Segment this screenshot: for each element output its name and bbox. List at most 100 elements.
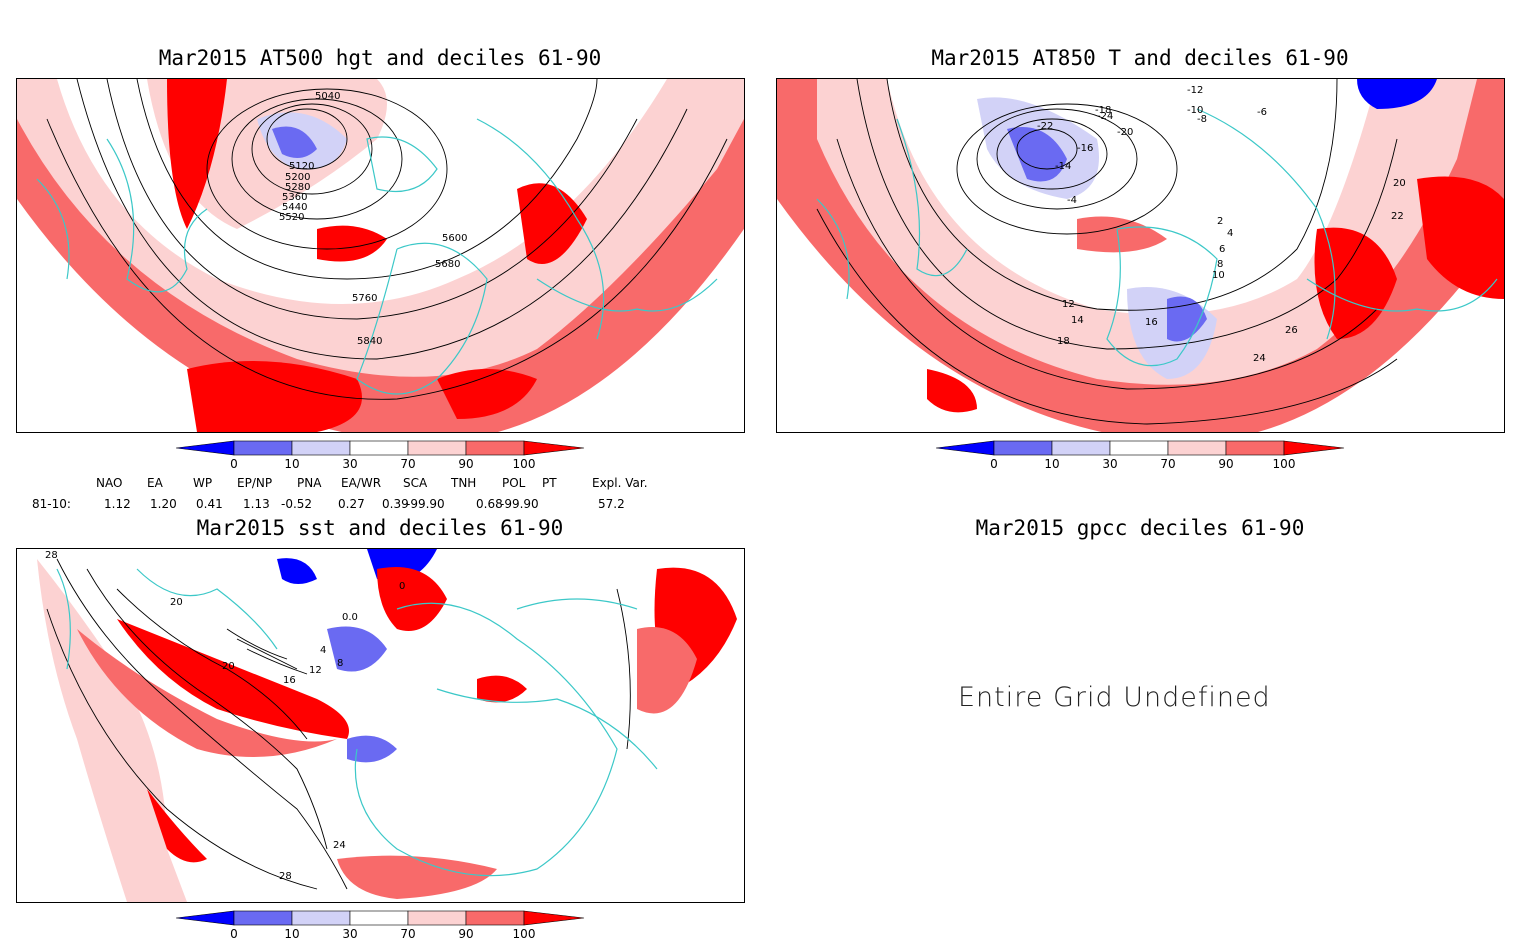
hgt-contour-label: 5360 xyxy=(282,192,307,203)
index-value-sca: 0.39 xyxy=(382,497,409,511)
sst-contour-label: 0 xyxy=(399,581,405,592)
t850-contour-label: 12 xyxy=(1062,299,1075,310)
colorbar-swatches xyxy=(935,440,1345,456)
t850-contour-label: 24 xyxy=(1253,353,1266,364)
index-header-explvar: Expl. Var. xyxy=(592,476,648,490)
colorbar-label: 10 xyxy=(284,457,300,471)
colorbar-label: 70 xyxy=(1160,457,1176,471)
sst-contour-label: 12 xyxy=(309,665,322,676)
index-value-pna: -0.52 xyxy=(281,497,313,511)
hgt-map-panel: 5040 5120 5200 5280 5360 5440 5520 5600 … xyxy=(16,78,745,433)
hgt-contour-label: 5200 xyxy=(285,172,310,183)
colorbar-swatch xyxy=(935,440,995,456)
t850-map-panel: -22 -18 -24 -20 -16 -14 -12 -10 -8 -6 -4… xyxy=(776,78,1505,433)
hgt-contour-label: 5840 xyxy=(357,336,382,347)
t850-contour-label: 8 xyxy=(1217,259,1223,270)
t850-contour-label: 20 xyxy=(1393,178,1406,189)
colorbar-swatch xyxy=(1167,440,1227,456)
sst-contour-label: 16 xyxy=(283,675,296,686)
index-header-pt: PT xyxy=(542,476,557,490)
colorbar-label: 70 xyxy=(400,457,416,471)
colorbar-label: 0 xyxy=(990,457,998,471)
t850-contour-label: -20 xyxy=(1117,127,1133,138)
t850-contour-label: -12 xyxy=(1187,85,1203,96)
sst-contour-label: 28 xyxy=(279,871,292,882)
colorbar-label: 90 xyxy=(1218,457,1234,471)
colorbar-label: 10 xyxy=(284,927,300,941)
colorbar-label: 100 xyxy=(512,927,536,941)
colorbar-swatch xyxy=(291,910,351,926)
t850-contour-label: 26 xyxy=(1285,325,1298,336)
colorbar-swatch xyxy=(175,440,235,456)
colorbar-label: 10 xyxy=(1044,457,1060,471)
hgt-map: 5040 5120 5200 5280 5360 5440 5520 5600 … xyxy=(17,79,744,432)
hgt-colorbar: 0 10 30 70 90 100 xyxy=(175,439,586,473)
index-value-pol: 0.68 xyxy=(476,497,503,511)
t850-contour-label: 6 xyxy=(1219,244,1225,255)
colorbar-swatch xyxy=(349,440,409,456)
index-header-tnh: TNH xyxy=(451,476,477,490)
sst-panel-title: Mar2015 sst and deciles 61-90 xyxy=(196,516,564,540)
colorbar-label: 30 xyxy=(342,927,358,941)
colorbar-label: 90 xyxy=(458,457,474,471)
sst-contour-label: 4 xyxy=(320,645,326,656)
sst-colorbar: 0 10 30 70 90 100 xyxy=(175,909,586,941)
t850-contour-label: 22 xyxy=(1391,211,1404,222)
hgt-panel-title: Mar2015 AT500 hgt and deciles 61-90 xyxy=(158,46,602,70)
colorbar-swatch xyxy=(1283,440,1345,456)
colorbar-swatch xyxy=(1051,440,1111,456)
t850-map: -22 -18 -24 -20 -16 -14 -12 -10 -8 -6 -4… xyxy=(777,79,1504,432)
colorbar-label: 100 xyxy=(512,457,536,471)
sst-contour-label: 24 xyxy=(333,840,346,851)
colorbar-swatch xyxy=(175,910,235,926)
colorbar-label: 100 xyxy=(1272,457,1296,471)
colorbar-swatch xyxy=(291,440,351,456)
index-value-ea: 1.20 xyxy=(150,497,177,511)
colorbar-swatch xyxy=(349,910,409,926)
sst-contour-label: 8 xyxy=(337,658,343,669)
t850-contour-label: -6 xyxy=(1257,107,1267,118)
index-row-label: 81-10: xyxy=(32,497,71,511)
index-value-pt: -99.90 xyxy=(500,497,539,511)
t850-contour-label: -22 xyxy=(1037,121,1053,132)
t850-contour-label: -10 xyxy=(1187,105,1203,116)
t850-panel-title: Mar2015 AT850 T and deciles 61-90 xyxy=(931,46,1349,70)
t850-contour-label: -8 xyxy=(1197,114,1207,125)
colorbar-swatch xyxy=(1225,440,1285,456)
colorbar-label: 30 xyxy=(342,457,358,471)
index-header-wp: WP xyxy=(193,476,213,490)
t850-contour-label: -18 xyxy=(1095,105,1111,116)
hgt-contour-label: 5600 xyxy=(442,233,467,244)
t850-contour-label: 18 xyxy=(1057,336,1070,347)
t850-contour-label: -14 xyxy=(1055,161,1071,172)
gpcc-panel-title: Mar2015 gpcc deciles 61-90 xyxy=(975,516,1305,540)
colorbar-label: 30 xyxy=(1102,457,1118,471)
sst-contour-label: 20 xyxy=(170,597,183,608)
t850-colorbar: 0 10 30 70 90 100 xyxy=(935,439,1346,473)
hgt-contour-label: 5680 xyxy=(435,259,460,270)
sst-contour-label: 0.0 xyxy=(342,612,358,623)
hgt-contour-label: 5520 xyxy=(279,212,304,223)
colorbar-label: 90 xyxy=(458,927,474,941)
t850-contour-label: 2 xyxy=(1217,216,1223,227)
sst-contour-label: 20 xyxy=(222,661,235,672)
hgt-contour-label: 5440 xyxy=(282,202,307,213)
index-header-pol: POL xyxy=(502,476,526,490)
colorbar-swatches xyxy=(175,440,585,456)
index-value-nao: 1.12 xyxy=(104,497,131,511)
index-header-epnp: EP/NP xyxy=(237,476,273,490)
colorbar-label: 0 xyxy=(230,457,238,471)
hgt-contour-label: 5760 xyxy=(352,293,377,304)
index-value-epnp: 1.13 xyxy=(243,497,270,511)
colorbar-swatch xyxy=(465,440,525,456)
t850-contour-label: -16 xyxy=(1077,143,1093,154)
t850-contour-label: 10 xyxy=(1212,270,1225,281)
t850-contour-label: -4 xyxy=(1067,195,1077,206)
colorbar-swatches xyxy=(175,910,585,926)
t850-contour-label: 16 xyxy=(1145,317,1158,328)
colorbar-label: 70 xyxy=(400,927,416,941)
colorbar-swatch xyxy=(233,440,293,456)
t850-contour-label: 4 xyxy=(1227,228,1233,239)
hgt-contour-label: 5120 xyxy=(289,161,314,172)
index-value-tnh: -99.90 xyxy=(406,497,445,511)
